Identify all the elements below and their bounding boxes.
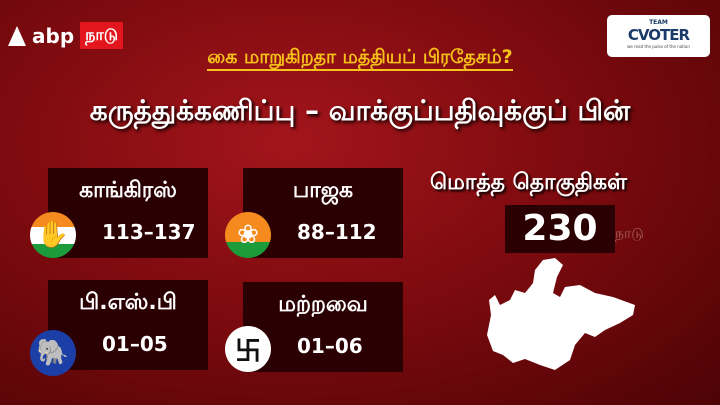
party-range: 01–06 [297, 334, 363, 358]
party-card-bjp: பாஜக ❀ 88–112 [225, 168, 403, 258]
partner-slogan: we read the pulse of the nation [627, 44, 690, 49]
brand-tag: நாடு [80, 22, 124, 49]
lotus-icon: ❀ [225, 212, 271, 258]
total-seats-label: மொத்த தொகுதிகள் [430, 170, 627, 195]
abp-nadu-logo: abp நாடு [8, 22, 124, 49]
party-card-bsp: பி.எஸ்.பி 🐘 01–05 [30, 280, 208, 376]
cvoter-logo: TEAM CVOTER we read the pulse of the nat… [607, 15, 710, 57]
madhya-pradesh-map [487, 258, 635, 370]
subtitle: கை மாறுகிறதா மத்தியப் பிரதேசம்? [0, 46, 720, 71]
partner-top: TEAM [649, 19, 668, 26]
party-range: 01–05 [102, 332, 168, 356]
total-seats-value: 230 [505, 205, 615, 253]
party-card-others: மற்றவை 卐 01–06 [225, 282, 403, 372]
watermark: நாடு [615, 226, 644, 242]
swastika-icon: 卐 [225, 326, 271, 372]
party-range: 88–112 [297, 220, 377, 244]
party-name: பாஜக [292, 178, 354, 203]
abp-logo-icon [8, 25, 26, 46]
party-name: பி.எஸ்.பி [79, 290, 177, 315]
hand-icon: ✋ [30, 212, 76, 258]
page-title: கருத்துக்கணிப்பு – வாக்குப்பதிவுக்குப் ப… [89, 94, 631, 127]
partner-name: CVOTER [627, 26, 690, 44]
party-name: காங்கிரஸ் [79, 178, 177, 203]
party-name: மற்றவை [278, 292, 368, 317]
party-range: 113–137 [102, 220, 196, 244]
elephant-icon: 🐘 [30, 330, 76, 376]
brand-name: abp [32, 23, 75, 48]
party-card-congress: காங்கிரஸ் ✋ 113–137 [30, 168, 208, 258]
subtitle-text: கை மாறுகிறதா மத்தியப் பிரதேசம்? [207, 46, 513, 71]
